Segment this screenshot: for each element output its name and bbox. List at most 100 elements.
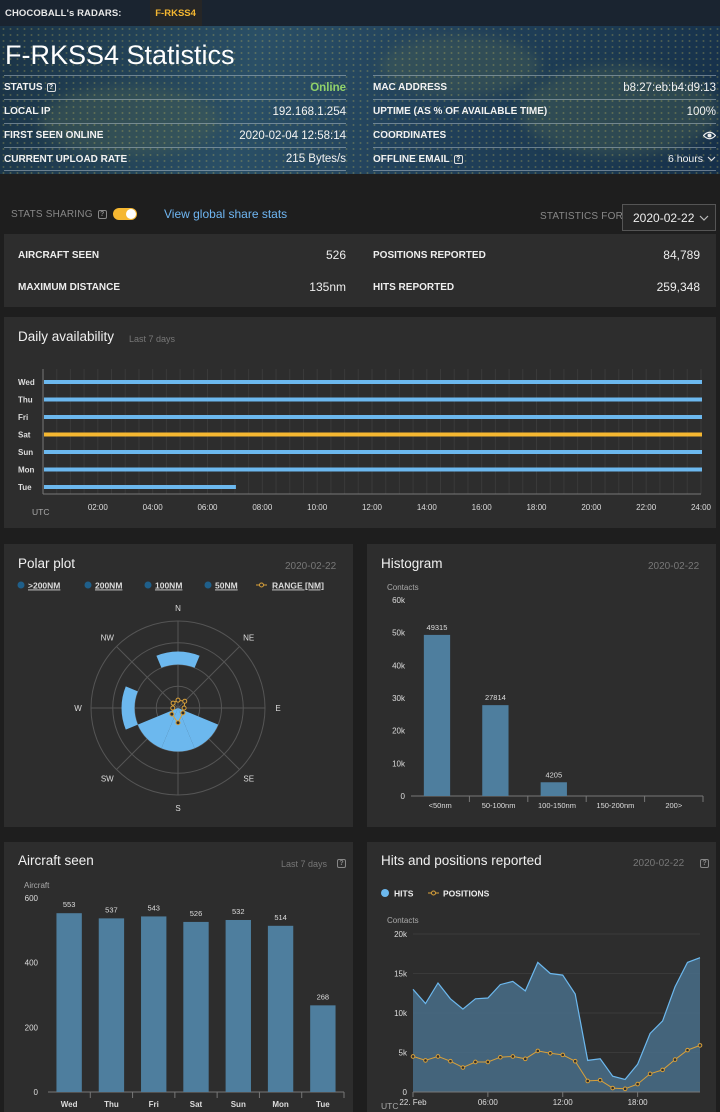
page-title: F-RKSS4 Statistics xyxy=(5,40,235,70)
histogram-chart: Contacts 0 10k 20k 30k 40k 50k 60k <50nm 49315 50-… xyxy=(387,583,704,810)
x-tick-label: 150-200nm xyxy=(596,801,634,810)
brand-label: CHOCOBALL's RADARS: xyxy=(5,7,122,19)
positions-point xyxy=(535,1048,541,1054)
data-label: 537 xyxy=(105,905,118,914)
eye-icon[interactable] xyxy=(703,131,716,140)
x-tick-label: 04:00 xyxy=(143,503,164,512)
x-tick-label: 16:00 xyxy=(472,503,493,512)
range-point xyxy=(170,705,176,711)
positions-point xyxy=(660,1067,665,1073)
day-tick-label: Sat xyxy=(18,431,31,440)
x-tick-label: 06:00 xyxy=(478,1098,499,1107)
direction-label: S xyxy=(175,804,180,813)
histogram-bar xyxy=(423,634,451,796)
help-icon[interactable]: ? xyxy=(97,210,107,219)
x-tick-label: 08:00 xyxy=(252,503,273,512)
positions-point xyxy=(672,1057,678,1062)
x-tick-label: Wed xyxy=(61,1100,78,1109)
day-tick-label: Mon xyxy=(18,466,35,475)
hits-area xyxy=(413,957,700,1092)
legend-marker xyxy=(431,890,436,896)
aircraft-seen-value: 526 xyxy=(325,248,346,262)
legend-marker xyxy=(17,581,25,589)
hits-positions-chart: HITS POSITIONS Contacts 0 5k 10k 15k 20k 22. Feb… xyxy=(381,889,703,1111)
hero-banner xyxy=(0,26,720,174)
x-tick-label: Mon xyxy=(272,1100,289,1109)
x-tick-label: 12:00 xyxy=(553,1098,574,1107)
max-distance-value: 135nm xyxy=(309,280,346,294)
y-tick-label: 10k xyxy=(394,1009,408,1018)
x-tick-label: 06:00 xyxy=(197,503,218,512)
positions-point xyxy=(572,1058,578,1064)
polar-sector xyxy=(161,708,195,752)
day-tick-label: Wed xyxy=(18,378,35,387)
aircraft-seen-chart: Aircraft 0 200 400 600 553 Wed 537 Thu 543 Fri 526 S… xyxy=(24,881,345,1109)
date-select[interactable]: 2020-02-22 xyxy=(622,204,716,231)
help-icon[interactable]: ? xyxy=(337,859,346,868)
positions-point xyxy=(448,1058,453,1064)
legend-label: HITS xyxy=(394,889,414,899)
polar-title: Polar plot xyxy=(18,556,76,571)
availability-bar xyxy=(44,485,236,489)
legend-label: >200NM xyxy=(28,581,60,591)
legend-marker xyxy=(204,581,212,589)
info-right: MAC ADDRESS b8:27:eb:b4:d9:13 UPTIME (AS… xyxy=(373,75,716,171)
polar-date: 2020-02-22 xyxy=(285,561,337,572)
availability-subtitle: Last 7 days xyxy=(129,334,176,344)
summary-panel: AIRCRAFT SEEN 526 MAXIMUM DISTANCE 135nm… xyxy=(4,234,716,307)
info-label: OFFLINE EMAIL xyxy=(373,153,450,165)
offline-email-select[interactable]: 6 hours xyxy=(668,153,716,165)
help-icon[interactable]: ? xyxy=(453,154,463,164)
hits-positions-title: Hits and positions reported xyxy=(381,853,542,868)
x-tick-label: 50-100nm xyxy=(482,801,516,810)
x-tick-label: 200> xyxy=(665,801,683,810)
y-tick-label: 5k xyxy=(399,1049,408,1058)
data-label: 49315 xyxy=(427,623,448,632)
utc-label: UTC xyxy=(381,1101,398,1111)
histogram-panel: Histogram 2020-02-22 Contacts 0 10k 20k 30k 4… xyxy=(367,544,716,827)
offline-email-value: 6 hours xyxy=(667,153,703,165)
info-left: STATUS? Online LOCAL IP 192.168.1.254 FI… xyxy=(4,75,346,171)
x-tick-label: Tue xyxy=(316,1100,330,1109)
positions-point xyxy=(647,1071,653,1077)
day-tick-label: Sun xyxy=(18,448,33,457)
day-tick-label: Fri xyxy=(18,413,28,422)
global-share-stats-link[interactable]: View global share stats xyxy=(164,207,288,221)
legend-label: 50NM xyxy=(215,581,238,591)
help-icon[interactable]: ? xyxy=(700,859,709,868)
positions-point xyxy=(498,1054,503,1060)
x-tick-label: 100-150nm xyxy=(538,801,576,810)
info-label: MAC ADDRESS xyxy=(373,82,448,93)
positions-point xyxy=(622,1086,628,1092)
help-icon[interactable]: ? xyxy=(46,83,56,92)
aircraft-bar xyxy=(310,1005,336,1092)
stats-sharing-toggle[interactable] xyxy=(113,208,137,220)
info-label: STATUS xyxy=(4,82,43,93)
availability-title: Daily availability xyxy=(18,329,115,344)
x-tick-label: 20:00 xyxy=(581,503,602,512)
range-point xyxy=(170,700,176,706)
top-bar: CHOCOBALL's RADARS: F-RKSS4 xyxy=(0,0,720,26)
map-land xyxy=(40,86,220,156)
aircraft-bar xyxy=(56,913,82,1092)
range-point xyxy=(182,698,188,704)
utc-label: UTC xyxy=(32,507,49,517)
positions-point xyxy=(697,1043,703,1048)
info-row-upload-rate: CURRENT UPLOAD RATE 215 Bytes/s xyxy=(4,147,346,171)
legend-label: 100NM xyxy=(155,581,182,591)
day-tick-label: Thu xyxy=(18,396,33,405)
status-value: Online xyxy=(310,81,346,94)
y-tick-label: 400 xyxy=(25,959,39,968)
y-tick-label: 20k xyxy=(394,930,408,939)
hits-label: HITS REPORTED xyxy=(373,282,455,293)
positions-point xyxy=(460,1065,466,1070)
polar-sector xyxy=(178,708,219,749)
direction-label: N xyxy=(175,604,181,613)
date-select-value: 2020-02-22 xyxy=(633,210,695,225)
y-tick-label: 40k xyxy=(392,661,406,670)
tab-radar[interactable]: F-RKSS4 xyxy=(149,0,202,26)
y-tick-label: 200 xyxy=(25,1023,39,1032)
polar-panel: Polar plot 2020-02-22 >200NM 200NM 100NM 50… xyxy=(4,544,353,827)
x-tick-label: Fri xyxy=(149,1100,159,1109)
hits-positions-panel: Hits and positions reported 2020-02-22 ?… xyxy=(367,842,716,1112)
